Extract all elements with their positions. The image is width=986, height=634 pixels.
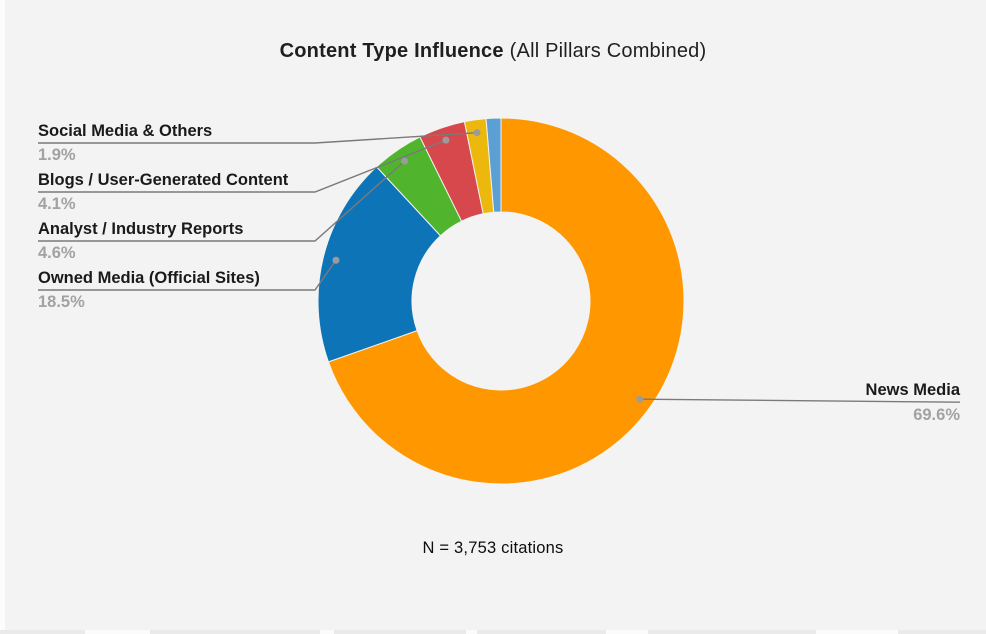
leader-line [639,398,961,403]
chart-title-qualifier: (All Pillars Combined) [509,40,707,62]
leader-line [38,160,406,242]
leader-line [38,139,447,193]
donut-slice-owned-media-official-sites[interactable] [317,166,442,363]
left-margin-edge [0,0,5,634]
leader-dot [442,136,450,144]
donut-slice-unlabeled[interactable] [485,117,502,213]
leader-dot [332,256,340,264]
leader-line [38,259,337,291]
donut-slice-news-media[interactable] [327,117,685,485]
sample-size-note: N = 3,753 citations [422,539,564,557]
leader-dot [401,157,409,165]
leader-dot [636,395,644,403]
bottom-edge-decoration [0,630,986,634]
chart-title: Content Type Influence (All Pillars Combi… [0,40,986,63]
leader-dot [473,129,481,137]
chart-title-main: Content Type Influence [279,40,504,62]
leader-line [38,131,478,144]
